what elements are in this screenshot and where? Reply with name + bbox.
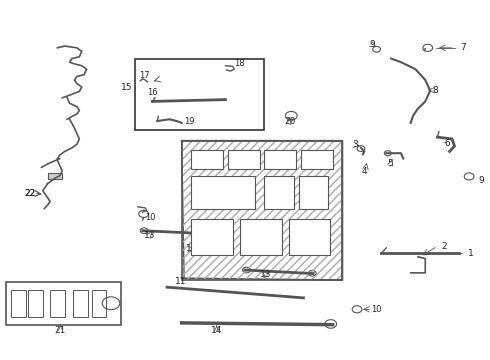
Text: 13: 13 bbox=[260, 270, 271, 279]
Bar bbox=[192, 150, 223, 169]
Bar bbox=[6, 282, 121, 325]
Text: 8: 8 bbox=[433, 86, 439, 95]
Text: 12: 12 bbox=[186, 244, 197, 253]
Bar bbox=[265, 176, 294, 208]
Text: 11: 11 bbox=[175, 277, 186, 286]
Text: 19: 19 bbox=[184, 117, 195, 126]
Bar bbox=[192, 219, 233, 255]
Bar bbox=[135, 59, 265, 130]
Bar bbox=[289, 219, 330, 255]
Text: 1: 1 bbox=[468, 249, 474, 258]
Bar bbox=[240, 219, 282, 255]
Bar bbox=[11, 290, 26, 317]
Bar bbox=[301, 150, 333, 169]
Text: 22: 22 bbox=[24, 189, 35, 198]
Text: 3: 3 bbox=[352, 140, 358, 149]
Text: 5: 5 bbox=[387, 159, 393, 168]
Bar bbox=[48, 173, 62, 179]
Text: 22: 22 bbox=[24, 189, 35, 198]
Bar bbox=[228, 150, 260, 169]
Text: 20: 20 bbox=[284, 117, 295, 126]
Text: 9: 9 bbox=[479, 176, 485, 185]
Bar bbox=[182, 141, 343, 280]
Bar bbox=[183, 141, 342, 279]
Text: 4: 4 bbox=[362, 167, 367, 176]
Bar bbox=[265, 150, 296, 169]
Bar bbox=[298, 176, 328, 208]
Bar bbox=[50, 290, 65, 317]
Text: 6: 6 bbox=[445, 139, 450, 148]
Text: 2: 2 bbox=[441, 242, 446, 251]
Text: 16: 16 bbox=[147, 87, 157, 96]
Text: 10: 10 bbox=[145, 213, 156, 222]
Text: 17: 17 bbox=[139, 71, 150, 80]
Text: 7: 7 bbox=[460, 43, 466, 52]
Bar bbox=[192, 176, 255, 208]
Text: 9: 9 bbox=[370, 40, 375, 49]
Text: 21: 21 bbox=[54, 326, 66, 335]
Text: 15: 15 bbox=[122, 83, 133, 92]
Bar bbox=[28, 290, 43, 317]
Text: 10: 10 bbox=[371, 305, 381, 314]
Bar bbox=[92, 290, 106, 317]
Text: 14: 14 bbox=[211, 325, 222, 334]
Text: 13: 13 bbox=[144, 231, 156, 240]
Bar bbox=[74, 290, 88, 317]
Text: 18: 18 bbox=[234, 59, 245, 68]
